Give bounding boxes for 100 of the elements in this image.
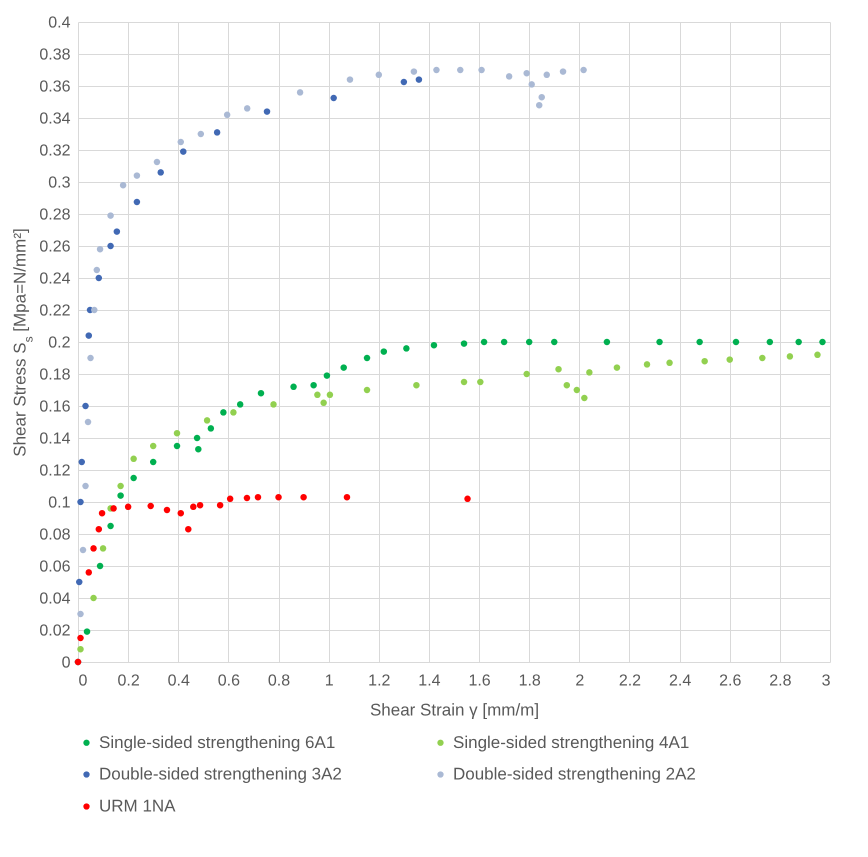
point bbox=[544, 72, 550, 78]
point bbox=[320, 400, 327, 406]
point bbox=[96, 526, 102, 532]
point bbox=[324, 372, 330, 379]
point bbox=[117, 482, 124, 490]
point bbox=[275, 494, 282, 500]
y-tick-label: 0.04 bbox=[39, 590, 71, 608]
point bbox=[214, 129, 220, 136]
point bbox=[460, 340, 468, 347]
point bbox=[107, 522, 114, 530]
point bbox=[433, 66, 440, 74]
point bbox=[226, 496, 234, 502]
point bbox=[180, 148, 187, 155]
y-tick-label: 0.4 bbox=[48, 14, 71, 32]
point bbox=[96, 246, 104, 252]
point bbox=[560, 68, 566, 75]
point bbox=[244, 494, 250, 502]
point bbox=[110, 505, 117, 512]
point bbox=[157, 169, 164, 176]
y-tick-label: 0.3 bbox=[48, 174, 71, 192]
point bbox=[666, 360, 673, 366]
y-tick-label: 0.28 bbox=[39, 206, 71, 224]
point bbox=[230, 409, 237, 416]
point bbox=[178, 510, 184, 516]
point bbox=[477, 378, 484, 386]
point bbox=[786, 353, 794, 360]
point bbox=[198, 130, 204, 138]
x-tick-label: 1.6 bbox=[468, 672, 491, 690]
point bbox=[84, 628, 90, 635]
point bbox=[130, 456, 137, 462]
point bbox=[91, 306, 98, 314]
x-tick-label: 2.2 bbox=[618, 672, 642, 690]
point bbox=[340, 364, 347, 371]
x-tick-label: 2.4 bbox=[668, 672, 692, 690]
point bbox=[346, 76, 354, 83]
point bbox=[130, 474, 137, 482]
point bbox=[586, 369, 593, 376]
point bbox=[526, 338, 532, 346]
point bbox=[795, 338, 802, 346]
point bbox=[581, 394, 588, 402]
x-tick-label: 0.2 bbox=[118, 672, 140, 690]
legend-label: Single-sided strengthening 4A1 bbox=[453, 732, 690, 752]
point bbox=[220, 409, 227, 416]
point bbox=[523, 370, 530, 378]
point bbox=[732, 338, 740, 346]
x-tick-label: 1.8 bbox=[518, 672, 541, 690]
point bbox=[400, 78, 408, 86]
point bbox=[236, 401, 244, 408]
y-tick-label: 0.02 bbox=[39, 622, 71, 640]
point bbox=[300, 494, 307, 500]
point bbox=[478, 66, 485, 74]
y-tick-label: 0.38 bbox=[39, 46, 71, 64]
legend-label: Single-sided strengthening 6A1 bbox=[99, 732, 336, 752]
y-tick-label: 0.2 bbox=[48, 334, 71, 352]
point bbox=[380, 348, 388, 355]
point bbox=[190, 504, 197, 510]
point bbox=[254, 494, 262, 500]
point bbox=[78, 458, 85, 466]
x-tick-label: 1.4 bbox=[418, 672, 441, 690]
y-tick-label: 0.32 bbox=[39, 142, 71, 160]
point bbox=[98, 510, 106, 516]
point bbox=[77, 634, 84, 642]
point bbox=[216, 502, 224, 508]
point bbox=[551, 338, 558, 346]
point bbox=[614, 364, 620, 371]
point bbox=[413, 382, 420, 388]
point bbox=[416, 76, 422, 83]
point bbox=[296, 89, 304, 96]
point bbox=[528, 81, 535, 88]
x-tick-label: 1 bbox=[324, 672, 334, 690]
point bbox=[107, 212, 114, 219]
x-tick-label: 3 bbox=[822, 672, 831, 690]
point bbox=[76, 578, 82, 586]
point bbox=[344, 494, 350, 500]
point bbox=[117, 492, 124, 499]
point bbox=[154, 158, 160, 166]
point bbox=[523, 70, 530, 76]
point bbox=[701, 358, 708, 364]
point bbox=[364, 354, 370, 362]
point bbox=[87, 354, 94, 362]
point bbox=[178, 138, 184, 146]
point bbox=[814, 352, 821, 358]
x-tick-label: 2.8 bbox=[769, 672, 792, 690]
point bbox=[77, 610, 84, 618]
point bbox=[86, 569, 92, 576]
point bbox=[150, 442, 156, 450]
point bbox=[506, 73, 512, 80]
point bbox=[124, 504, 132, 510]
point bbox=[270, 401, 277, 408]
point bbox=[264, 108, 270, 115]
point bbox=[77, 646, 84, 652]
legend-label: Double-sided strengthening 3A2 bbox=[99, 764, 342, 784]
point bbox=[147, 502, 154, 510]
point bbox=[77, 498, 84, 506]
point bbox=[82, 402, 89, 410]
point bbox=[174, 430, 180, 436]
point bbox=[196, 502, 204, 508]
point bbox=[107, 242, 114, 250]
point bbox=[208, 425, 214, 432]
y-tick-label: 0 bbox=[62, 654, 71, 672]
